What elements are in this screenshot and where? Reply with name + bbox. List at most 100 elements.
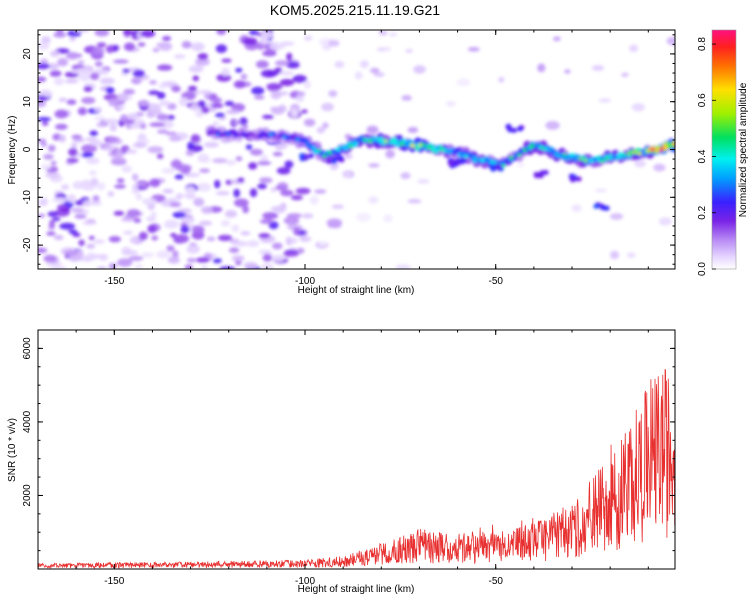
colorbar-tick-label: 0.6 [697,93,708,107]
heatmap-cell [102,145,116,151]
heatmap-cell [152,47,160,53]
heatmap-cell [186,258,197,263]
heatmap-signal-cell [325,159,332,164]
heatmap-cell [260,30,273,39]
heatmap-cell [122,68,131,74]
heatmap-cell [128,255,144,262]
heatmap-cell [206,236,216,242]
heatmap-cell [221,67,230,77]
heatmap-cell [343,171,353,179]
heatmap-cell [395,264,411,269]
heatmap-signal-cell [295,138,300,142]
heatmap-cell [81,97,96,104]
heatmap-cell [170,159,183,169]
heatmap-cell [66,157,79,164]
heatmap-signal-cell [600,205,607,211]
heatmap-cell [136,119,145,125]
heatmap-cell [157,91,166,100]
heatmap-cell [50,160,57,166]
heatmap-cell [326,218,343,227]
heatmap-cell [77,67,89,74]
heatmap-cell [280,189,294,197]
heatmap-cell [219,266,236,269]
heatmap-cell [331,204,344,209]
heatmap-cell [278,104,287,113]
heatmap-cell [378,30,388,36]
heatmap-signal-cell [327,150,332,155]
heatmap-signal-cell [593,203,600,209]
heatmap-signal-cell [299,153,306,159]
heatmap-cell [122,30,133,36]
heatmap-cell [249,148,263,156]
heatmap-cell [467,47,480,52]
colorbar-ticks: 0.0 0.2 0.4 0.6 0.8 [697,37,716,276]
heatmap-cell [53,77,65,86]
heatmap-signal-cell [637,151,642,156]
heatmap-cell [239,117,248,126]
heatmap-cell [169,201,182,208]
heatmap-cell [293,227,301,236]
x-tick-label: -50 [488,576,503,587]
heatmap-cell [40,163,52,170]
heatmap-cell [316,126,326,134]
colorbar-frame [711,29,737,270]
heatmap-cell [51,265,67,269]
heatmap-signal-cell [517,153,522,157]
heatmap-cell [270,187,277,192]
heatmap-cell [89,200,102,206]
heatmap-cell [162,188,174,194]
heatmap-cell [57,58,69,67]
heatmap-cell [146,216,157,222]
heatmap-cell [92,254,106,259]
heatmap-cell [303,35,313,41]
heatmap-cell [73,30,90,33]
colorbar-label: Normalized spectral amplitude [738,82,749,217]
heatmap-cell [456,78,471,87]
heatmap-cell [96,42,107,48]
heatmap-cell [173,54,186,59]
heatmap-cell [261,263,274,269]
heatmap-cell [302,213,314,219]
heatmap-signal-cell [511,127,518,133]
heatmap-cell [309,195,319,205]
heatmap-cell [301,109,308,114]
heatmap-signal-cell [340,144,346,149]
heatmap-cell [40,197,49,206]
heatmap-cell [242,37,258,46]
heatmap-cell [102,118,119,125]
heatmap-cell [553,36,561,42]
heatmap-cell [303,80,312,89]
heatmap-cell [132,69,145,78]
heatmap-cell [172,211,186,219]
heatmap-cell [90,177,99,186]
x-tick-label: -150 [104,576,124,587]
heatmap-cell [148,90,161,95]
heatmap-cell [68,229,78,234]
heatmap-signal-cell [308,153,315,159]
heatmap-cell [237,177,245,183]
heatmap-cell [156,250,171,259]
heatmap-signal [205,123,675,211]
heatmap-signal-cell [656,145,661,150]
heatmap-cell [196,182,211,192]
heatmap-signal-cell [543,147,549,152]
heatmap-cell [240,231,251,236]
heatmap-cell [83,86,93,92]
heatmap-cell [69,36,76,42]
heatmap-cell [629,44,639,53]
heatmap-cell [290,194,303,201]
heatmap-cell [70,207,84,213]
heatmap-signal-cell [501,163,506,168]
heatmap-cell [58,97,67,102]
heatmap-cell [225,109,240,115]
heatmap-cell [592,65,604,71]
heatmap-cell [149,178,161,188]
heatmap-cell [279,70,295,76]
heatmap-cell [221,58,232,63]
heatmap-cell [251,86,265,95]
heatmap-signal-cell [567,155,573,159]
heatmap-cell [174,174,184,180]
heatmap-cell [70,142,78,150]
x-tick-label: -50 [488,276,503,287]
heatmap-cell [156,153,164,159]
